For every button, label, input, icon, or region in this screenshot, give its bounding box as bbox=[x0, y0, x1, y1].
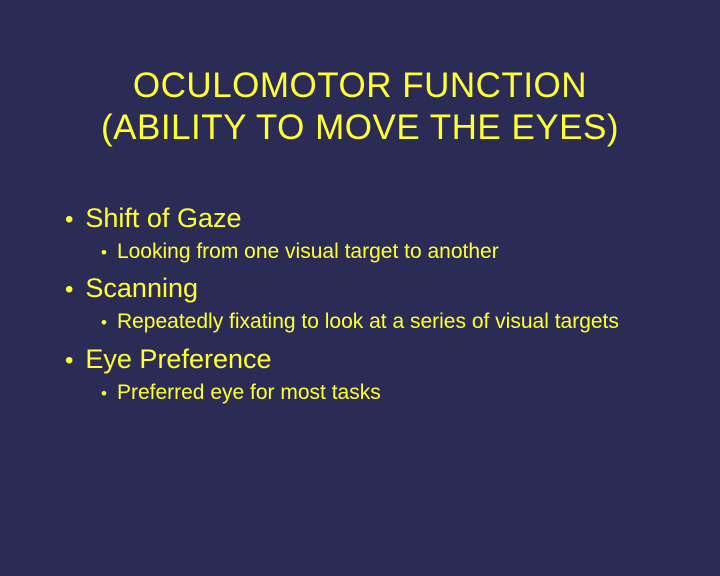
heading-row: • Shift of Gaze bbox=[65, 201, 665, 236]
sub-row: • Looking from one visual target to anot… bbox=[65, 238, 665, 265]
sub-row: • Preferred eye for most tasks bbox=[65, 379, 665, 406]
bullet-icon: • bbox=[101, 312, 107, 335]
bullet-icon: • bbox=[65, 274, 73, 305]
item-heading: Shift of Gaze bbox=[85, 201, 241, 236]
item-heading: Eye Preference bbox=[85, 342, 271, 377]
heading-row: • Eye Preference bbox=[65, 342, 665, 377]
sub-row: • Repeatedly fixating to look at a serie… bbox=[65, 308, 665, 335]
title-line-1: OCULOMOTOR FUNCTION bbox=[133, 66, 587, 105]
title-line-2: (ABILITY TO MOVE THE EYES) bbox=[101, 108, 619, 147]
slide-content: • Shift of Gaze • Looking from one visua… bbox=[55, 201, 665, 406]
slide-container: OCULOMOTOR FUNCTION (ABILITY TO MOVE THE… bbox=[0, 0, 720, 576]
item-sub: Repeatedly fixating to look at a series … bbox=[117, 308, 619, 335]
item-heading: Scanning bbox=[85, 271, 198, 306]
bullet-item: • Scanning • Repeatedly fixating to look… bbox=[65, 271, 665, 335]
slide-title: OCULOMOTOR FUNCTION (ABILITY TO MOVE THE… bbox=[55, 65, 665, 149]
bullet-item: • Shift of Gaze • Looking from one visua… bbox=[65, 201, 665, 265]
bullet-icon: • bbox=[101, 383, 107, 406]
bullet-icon: • bbox=[101, 242, 107, 265]
bullet-icon: • bbox=[65, 345, 73, 376]
bullet-item: • Eye Preference • Preferred eye for mos… bbox=[65, 342, 665, 406]
item-sub: Preferred eye for most tasks bbox=[117, 379, 381, 406]
heading-row: • Scanning bbox=[65, 271, 665, 306]
bullet-icon: • bbox=[65, 204, 73, 235]
item-sub: Looking from one visual target to anothe… bbox=[117, 238, 499, 265]
